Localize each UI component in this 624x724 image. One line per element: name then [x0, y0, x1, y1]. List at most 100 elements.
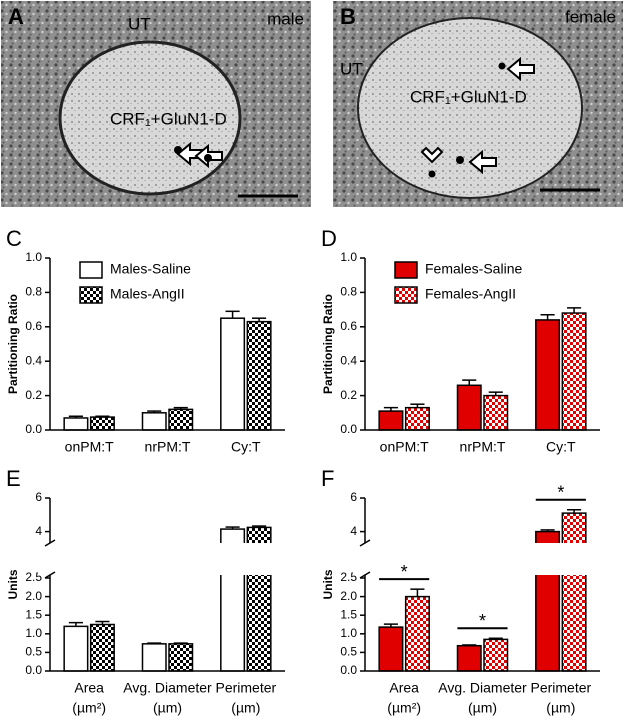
y-tick-label: 1.0 — [25, 250, 42, 264]
bar — [89, 416, 115, 431]
error-bar — [147, 642, 162, 644]
y-axis-label: Partitioning Ratio — [6, 294, 20, 394]
break-mark — [359, 571, 371, 579]
y-tick-label: 2.0 — [340, 589, 357, 603]
gold-particle — [498, 62, 506, 70]
bar — [63, 417, 89, 431]
error-bar — [68, 621, 83, 627]
error-bar — [462, 379, 477, 386]
bar — [404, 595, 430, 672]
axis-break-gap — [353, 543, 602, 575]
significance-label: * — [401, 562, 408, 582]
x-tick-label: Area — [389, 680, 419, 696]
bar — [456, 644, 482, 672]
gold-particle — [174, 146, 182, 154]
x-tick-label: Perimeter — [215, 680, 276, 696]
y-axis-label: Units — [6, 569, 20, 599]
error-bar — [225, 526, 240, 530]
y-tick-label: 0.0 — [25, 422, 42, 436]
error-bar — [488, 391, 503, 396]
bar — [535, 319, 561, 431]
x-tick-label: Cy:T — [231, 439, 261, 455]
x-tick-unit: (µm) — [468, 700, 497, 716]
error-bar — [173, 406, 188, 410]
bar — [246, 320, 272, 431]
bar — [141, 643, 167, 672]
sex-label: female — [565, 7, 616, 26]
bar — [378, 626, 404, 672]
x-tick-unit: (µm) — [153, 700, 182, 716]
x-tick-label: nrPM:T — [145, 439, 191, 455]
y-tick-label: 0.8 — [340, 285, 357, 299]
bar — [168, 643, 194, 672]
bar — [63, 625, 89, 672]
error-bar — [173, 642, 188, 644]
x-tick-unit: (µm) — [546, 700, 575, 716]
gold-particle — [456, 156, 464, 164]
y-tick-label: 6 — [35, 490, 42, 504]
y-tick-label: 0.0 — [340, 422, 357, 436]
legend-label: Females-Saline — [425, 261, 522, 277]
cell-outline — [357, 17, 583, 199]
x-tick-label: Perimeter — [530, 680, 591, 696]
break-mark — [44, 571, 56, 579]
y-tick-label: 0.6 — [340, 319, 357, 333]
target-label: CRF₁+GluN1-D — [110, 109, 227, 128]
legend-swatch — [394, 261, 418, 279]
legend-label: Males-AngII — [110, 286, 185, 302]
charts: C Partitioning Ratio 0.0 0.2 0.4 0.6 0.8 1.0 onP… — [6, 226, 602, 716]
y-tick-label: 1.5 — [340, 607, 357, 621]
sex-label: male — [267, 9, 304, 28]
x-tick-label: nrPM:T — [460, 439, 506, 455]
x-tick-label: Cy:T — [546, 439, 576, 455]
error-bar — [95, 620, 110, 625]
x-tick-label: onPM:T — [380, 439, 429, 455]
bar — [220, 317, 246, 431]
y-tick-label: 4 — [350, 524, 357, 538]
y-tick-label: 0.8 — [25, 285, 42, 299]
y-tick-label: 1.0 — [340, 626, 357, 640]
x-tick-unit: (µm) — [231, 700, 260, 716]
legend-label: Males-Saline — [110, 261, 191, 277]
legend-label: Females-AngII — [425, 286, 516, 302]
bar — [483, 394, 509, 431]
bar — [89, 623, 115, 672]
error-bar — [252, 317, 267, 322]
y-tick-label: 1.0 — [25, 626, 42, 640]
y-tick-label: 6 — [350, 490, 357, 504]
panel-label: B — [340, 4, 356, 29]
legend-swatch — [79, 261, 103, 279]
legend-swatch — [79, 286, 103, 304]
region-label: UT — [128, 14, 151, 33]
micrograph-b: B UT female CRF₁+GluN1-D — [333, 1, 623, 207]
y-tick-label: 1.5 — [25, 607, 42, 621]
y-tick-label: 0.6 — [25, 319, 42, 333]
y-tick-label: 0.2 — [340, 388, 357, 402]
error-bar — [383, 623, 398, 628]
error-bar — [410, 588, 425, 597]
panel-label: E — [6, 466, 21, 491]
y-tick-label: 0.4 — [25, 353, 42, 367]
bar — [561, 312, 587, 431]
error-bar — [383, 406, 398, 412]
region-label: UT — [340, 59, 363, 78]
x-tick-label: Avg. Diameter — [438, 680, 527, 696]
error-bar — [225, 310, 240, 319]
y-tick-label: 0.4 — [340, 353, 357, 367]
bar — [141, 412, 167, 431]
bar — [378, 410, 404, 431]
error-bar — [540, 529, 555, 532]
y-tick-label: 0.0 — [340, 663, 357, 677]
break-mark — [359, 539, 371, 547]
arrowhead — [420, 146, 444, 164]
y-tick-label: 0.2 — [25, 388, 42, 402]
error-bar — [252, 525, 267, 528]
bar — [456, 384, 482, 431]
significance-label: * — [557, 483, 564, 503]
panel-label: D — [321, 226, 337, 251]
error-bar — [567, 307, 582, 314]
x-tick-unit: (µm²) — [387, 700, 421, 716]
y-tick-label: 0.0 — [25, 663, 42, 677]
gold-particle — [428, 170, 436, 178]
